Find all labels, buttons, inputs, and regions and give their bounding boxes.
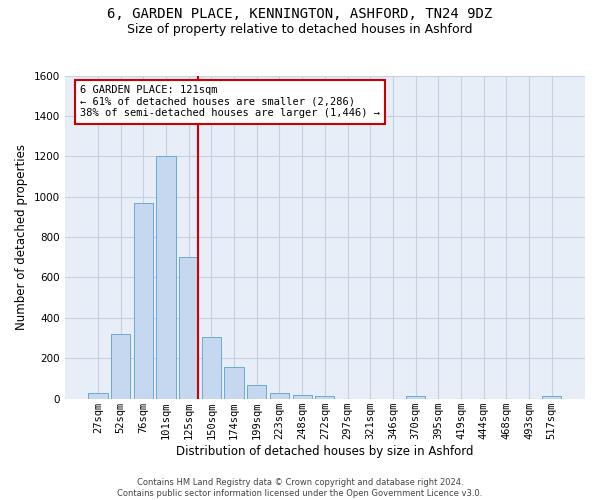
Bar <box>270 393 289 398</box>
Text: 6, GARDEN PLACE, KENNINGTON, ASHFORD, TN24 9DZ: 6, GARDEN PLACE, KENNINGTON, ASHFORD, TN… <box>107 8 493 22</box>
Text: 6 GARDEN PLACE: 121sqm
← 61% of detached houses are smaller (2,286)
38% of semi-: 6 GARDEN PLACE: 121sqm ← 61% of detached… <box>80 85 380 118</box>
Bar <box>293 395 312 398</box>
Bar <box>247 384 266 398</box>
Y-axis label: Number of detached properties: Number of detached properties <box>15 144 28 330</box>
Bar <box>134 202 153 398</box>
Bar <box>542 396 562 398</box>
Bar <box>157 156 176 398</box>
Bar <box>179 258 199 398</box>
X-axis label: Distribution of detached houses by size in Ashford: Distribution of detached houses by size … <box>176 444 473 458</box>
Bar <box>88 392 107 398</box>
Text: Contains HM Land Registry data © Crown copyright and database right 2024.
Contai: Contains HM Land Registry data © Crown c… <box>118 478 482 498</box>
Bar <box>111 334 130 398</box>
Bar <box>406 396 425 398</box>
Text: Size of property relative to detached houses in Ashford: Size of property relative to detached ho… <box>127 22 473 36</box>
Bar <box>224 368 244 398</box>
Bar <box>202 337 221 398</box>
Bar <box>315 396 334 398</box>
